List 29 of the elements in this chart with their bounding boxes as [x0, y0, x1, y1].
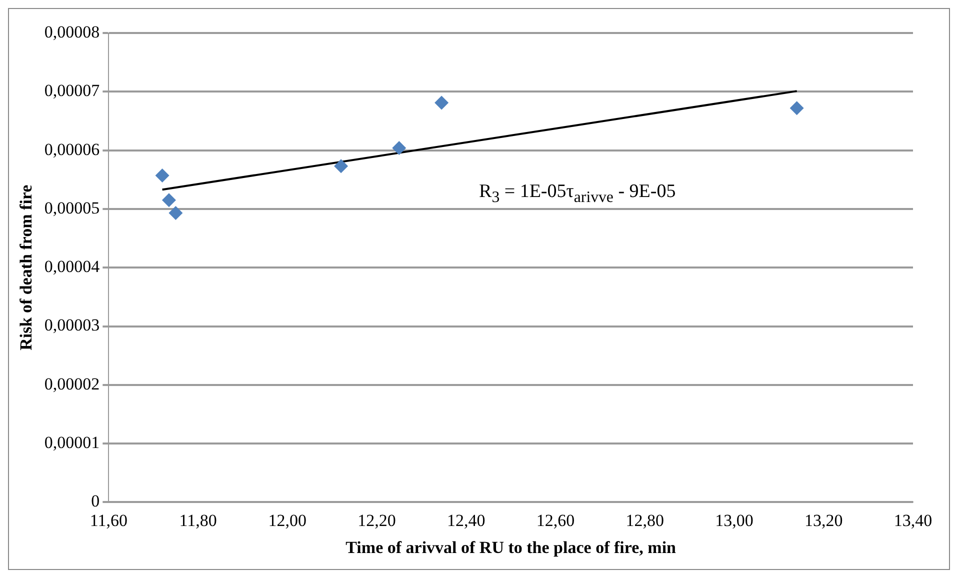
x-tick-label: 12,20 — [358, 510, 396, 530]
y-axis-title: Risk of death from fire — [16, 184, 36, 350]
point — [168, 206, 183, 220]
point — [162, 193, 176, 208]
x-tick-label: 13,20 — [804, 510, 843, 530]
y-tick-label: 0,00004 — [44, 257, 100, 276]
y-tick-label: 0,00001 — [44, 433, 100, 452]
x-tick-label: 12,80 — [626, 510, 664, 530]
y-tick-label: 0 — [91, 492, 100, 511]
x-tick-label: 12,00 — [268, 510, 307, 530]
x-axis-title: Time of arivval of RU to the place of fire, min — [346, 538, 677, 558]
x-tick-label: 12,40 — [447, 510, 486, 530]
x-tick-label: 12,60 — [536, 510, 575, 530]
y-tick-label: 0,00003 — [44, 316, 100, 335]
point — [392, 140, 406, 155]
y-tick-label: 0,00005 — [44, 198, 100, 218]
y-tick-label: 0,00008 — [44, 22, 100, 42]
annotation: R$_{3}$ = 1E-05τ$_{arivve}$ - 9E-05 — [479, 181, 676, 207]
y-tick-label: 0,00007 — [44, 81, 100, 100]
x-tick-label: 11,80 — [179, 510, 217, 530]
point — [334, 159, 348, 174]
y-tick-label: 0,00006 — [44, 140, 100, 159]
point — [155, 168, 170, 183]
point — [434, 96, 449, 110]
x-tick-label: 13,00 — [715, 510, 754, 530]
point — [790, 101, 804, 116]
x-tick-label: 13,40 — [894, 510, 932, 530]
y-tick-label: 0,00002 — [44, 374, 100, 394]
x-tick-label: 11,60 — [90, 510, 128, 530]
